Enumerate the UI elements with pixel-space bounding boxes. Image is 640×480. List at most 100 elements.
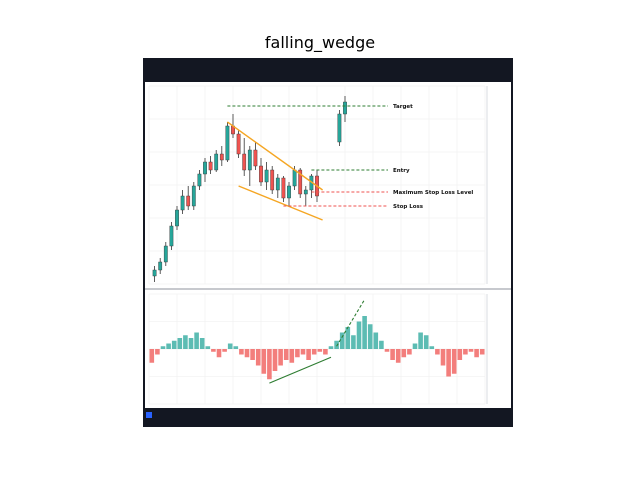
candle-body xyxy=(219,153,224,161)
annotation-label: Maximum Stop Loss Level xyxy=(393,190,473,196)
oscillator-bar xyxy=(306,349,311,360)
candle-body xyxy=(214,153,219,171)
chart-panel: Target Entry Maximum Stop Loss Level Stop L… xyxy=(143,58,513,427)
price-overlay xyxy=(226,121,324,221)
oscillator-bar xyxy=(328,346,334,349)
wedge-lower-line xyxy=(238,185,323,221)
figure-title: falling_wedge xyxy=(264,33,376,52)
oscillator-bar xyxy=(311,349,317,355)
oscillator-bar xyxy=(149,349,155,363)
price-annotations: Target Entry Maximum Stop Loss Level Stop L… xyxy=(227,104,473,210)
oscillator-bar xyxy=(440,349,446,366)
price-candles xyxy=(152,96,347,282)
candle-body xyxy=(236,133,241,155)
candle-body xyxy=(270,169,275,191)
oscillator-bar xyxy=(166,343,171,349)
candle-body xyxy=(191,185,196,207)
candle-body xyxy=(292,169,297,187)
candle-body xyxy=(203,161,207,175)
oscillator-bar xyxy=(351,335,356,349)
divergence-line-2 xyxy=(336,299,366,347)
oscillator-bar xyxy=(362,316,367,349)
oscillator-bar xyxy=(435,349,440,355)
oscillator-overlay xyxy=(269,299,366,384)
oscillator-bar xyxy=(463,349,468,355)
annotation-label: Entry xyxy=(393,168,410,174)
oscillator-bar xyxy=(250,349,255,360)
oscillator-bar xyxy=(194,332,199,349)
oscillator-bar xyxy=(317,349,323,352)
annotation-label: Target xyxy=(393,104,413,110)
oscillator-bar xyxy=(451,349,457,374)
candle-body xyxy=(281,177,286,199)
candle-body xyxy=(264,169,269,183)
oscillator-bar xyxy=(171,340,177,349)
oscillator-bar xyxy=(155,349,160,355)
oscillator-bar xyxy=(367,324,373,349)
candle-body xyxy=(158,261,163,271)
candle-body xyxy=(298,169,303,195)
candle-body xyxy=(197,173,202,187)
oscillator-grid xyxy=(148,293,488,405)
oscillator-bar xyxy=(267,349,272,380)
oscillator-bar xyxy=(216,349,222,358)
oscillator-bar xyxy=(479,349,485,355)
oscillator-bar xyxy=(239,349,244,355)
oscillator-bar xyxy=(199,338,205,349)
candle-body xyxy=(180,195,185,211)
price-grid xyxy=(148,85,488,285)
oscillator-bar xyxy=(457,349,463,360)
candle-body xyxy=(242,153,247,171)
oscillator-bar xyxy=(233,346,239,349)
candle-body xyxy=(259,165,263,183)
oscillator-bar xyxy=(334,340,339,349)
tradingview-logo-icon xyxy=(146,412,152,418)
oscillator-bar xyxy=(227,343,233,349)
candle-body xyxy=(303,189,308,195)
oscillator-bar xyxy=(401,349,407,358)
oscillator-bar xyxy=(446,349,451,377)
candle-body xyxy=(275,177,280,191)
oscillator-bar xyxy=(289,349,295,363)
oscillator-bar xyxy=(418,332,423,349)
oscillator-bar xyxy=(423,335,429,349)
candle-body xyxy=(343,101,347,115)
candle-body xyxy=(163,245,168,263)
oscillator-bar xyxy=(379,340,384,349)
oscillator-bar xyxy=(183,335,188,349)
oscillator-bar xyxy=(407,349,412,355)
oscillator-bar xyxy=(283,349,289,360)
oscillator-bar xyxy=(261,349,267,374)
oscillator-bars xyxy=(149,316,485,380)
candle-body xyxy=(287,185,291,199)
oscillator-bar xyxy=(272,349,278,371)
oscillator-bar xyxy=(390,349,395,360)
oscillator-bar xyxy=(188,338,194,349)
chart-svg: Target Entry Maximum Stop Loss Level Stop L… xyxy=(143,58,513,427)
candle-body xyxy=(186,195,191,207)
candle-body xyxy=(337,113,342,143)
oscillator-bar xyxy=(356,321,362,349)
oscillator-bar xyxy=(177,338,183,349)
annotation-label: Stop Loss xyxy=(393,204,424,210)
divergence-line-1 xyxy=(269,356,332,384)
candle-body xyxy=(169,225,174,247)
oscillator-bar xyxy=(255,349,261,366)
candle-body xyxy=(208,161,213,171)
oscillator-bar xyxy=(300,349,306,355)
oscillator-bar xyxy=(323,349,328,355)
oscillator-bar xyxy=(222,349,227,352)
wedge-upper-line xyxy=(226,121,324,191)
oscillator-bar xyxy=(373,332,379,349)
oscillator-bar xyxy=(474,349,479,358)
candle-body xyxy=(175,209,179,227)
oscillator-bar xyxy=(395,349,401,363)
oscillator-bar xyxy=(429,346,435,349)
chart-header xyxy=(143,58,513,80)
candle-body xyxy=(152,269,157,277)
candle-body xyxy=(247,149,252,171)
oscillator-bar xyxy=(468,349,474,352)
candle-body xyxy=(253,149,258,167)
oscillator-bar xyxy=(295,349,300,358)
oscillator-bar xyxy=(160,346,166,349)
